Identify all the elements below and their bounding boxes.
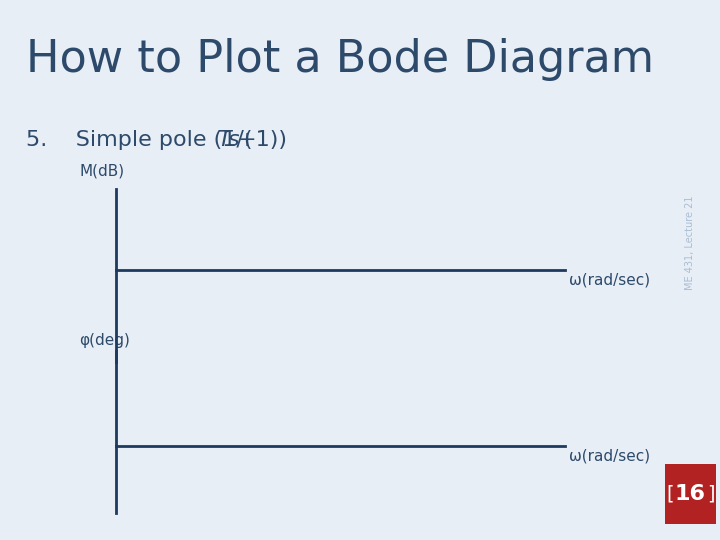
Text: 5.    Simple pole (1/(: 5. Simple pole (1/( [27, 130, 253, 150]
Text: Ts: Ts [217, 130, 240, 150]
Text: 16: 16 [675, 484, 706, 504]
Text: ]: ] [707, 484, 715, 504]
Text: M(dB): M(dB) [79, 163, 125, 178]
Text: φ(deg): φ(deg) [79, 333, 130, 348]
FancyBboxPatch shape [665, 464, 716, 524]
Text: ME 431, Lecture 21: ME 431, Lecture 21 [685, 195, 696, 291]
Text: [: [ [666, 484, 674, 504]
Text: ω(rad/sec): ω(rad/sec) [569, 273, 650, 288]
Text: ω(rad/sec): ω(rad/sec) [569, 448, 650, 463]
Text: How to Plot a Bode Diagram: How to Plot a Bode Diagram [27, 38, 654, 81]
Text: +1)): +1)) [238, 130, 287, 150]
